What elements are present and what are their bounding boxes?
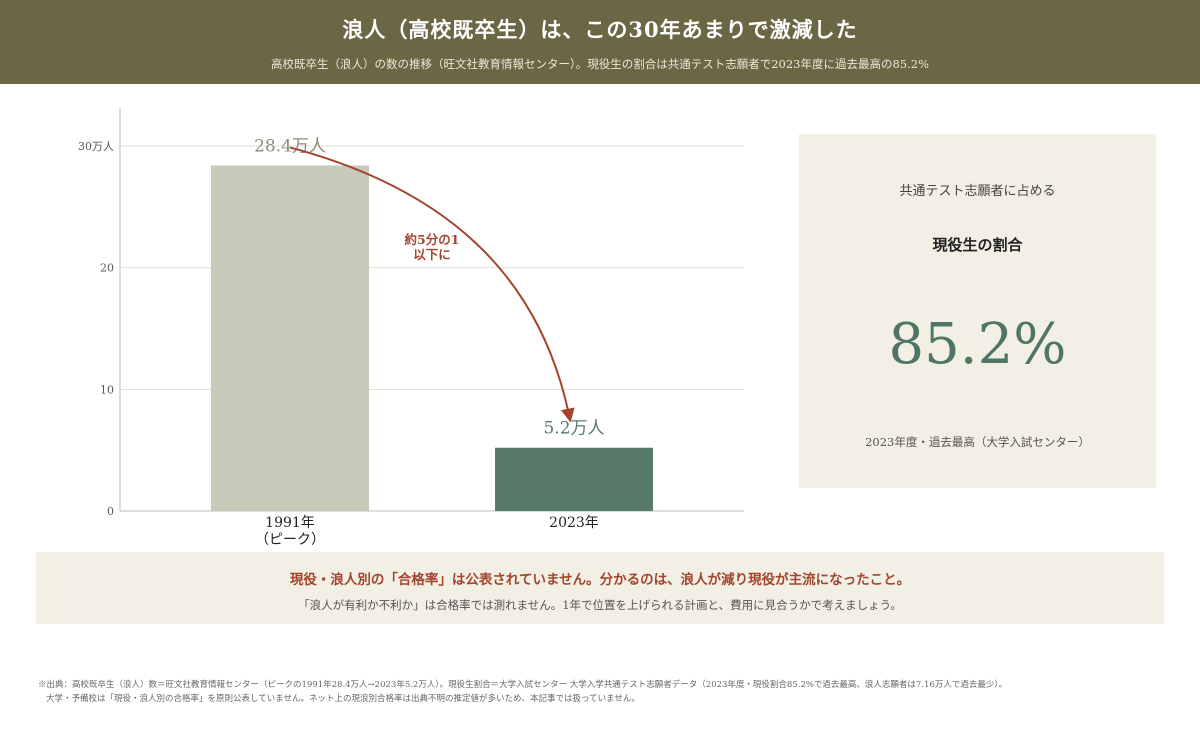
stat-panel: 共通テスト志願者に占める 現役生の割合 85.2% 2023年度・過去最高（大学…: [799, 134, 1156, 488]
x-tick-label: 2023年: [549, 515, 599, 531]
x-tick-label: （ピーク）: [255, 532, 325, 548]
bar: [495, 447, 653, 511]
footnote-line-2: 大学・予備校は「現役・浪人別の合格率」を原則公表していません。ネット上の現浪別合…: [46, 694, 640, 704]
data-label: 28.4万人: [254, 136, 326, 156]
stat-note: 2023年度・過去最高（大学入試センター）: [865, 435, 1090, 449]
callout-box: 現役・浪人別の「合格率」は公表されていません。分かるのは、浪人が減り現役が主流に…: [36, 552, 1164, 624]
data-label: 5.2万人: [543, 419, 604, 439]
y-tick-label: 0: [107, 505, 114, 518]
y-tick-label: 10: [100, 383, 114, 396]
x-tick-label: 1991年: [265, 515, 315, 531]
callout-sub: 「浪人が有利か不利か」は合格率では測れません。1年で位置を上げられる計画と、費用…: [298, 598, 902, 612]
footnote-line-1: ※出典：高校既卒生（浪人）数＝旺文社教育情報センター（ピークの1991年28.4…: [38, 680, 1008, 690]
annotation-text: 以下に: [413, 247, 451, 262]
footnote: ※出典：高校既卒生（浪人）数＝旺文社教育情報センター（ピークの1991年28.4…: [38, 678, 1168, 706]
y-tick-label: 20: [100, 262, 114, 275]
page-subtitle: 高校既卒生（浪人）の数の推移（旺文社教育情報センター）。現役生の割合は共通テスト…: [270, 57, 930, 71]
bar-chart: 0 10 20 30万人 28.4万人 1991年 （ピーク） 5.2万人 2023年 約5分の1…: [60, 100, 760, 560]
page-title: 浪人（高校既卒生）は、この30年あまりで激減した: [342, 17, 858, 42]
stat-label: 共通テスト志願者に占める: [899, 184, 1056, 199]
y-tick-label: 30万人: [78, 140, 114, 153]
annotation-arrow: [289, 146, 575, 423]
chart-svg: 0 10 20 30万人 28.4万人 1991年（ピーク） 5.2万人 2023年 約5分の1…: [78, 108, 744, 548]
bar: [211, 165, 369, 511]
annotation-text: 約5分の1: [405, 232, 460, 247]
stat-title: 現役生の割合: [932, 236, 1023, 254]
callout-main: 現役・浪人別の「合格率」は公表されていません。分かるのは、浪人が減り現役が主流に…: [289, 572, 911, 588]
stat-value: 85.2%: [888, 312, 1067, 377]
header-banner: 浪人（高校既卒生）は、この30年あまりで激減した 高校既卒生（浪人）の数の推移（…: [0, 0, 1200, 84]
